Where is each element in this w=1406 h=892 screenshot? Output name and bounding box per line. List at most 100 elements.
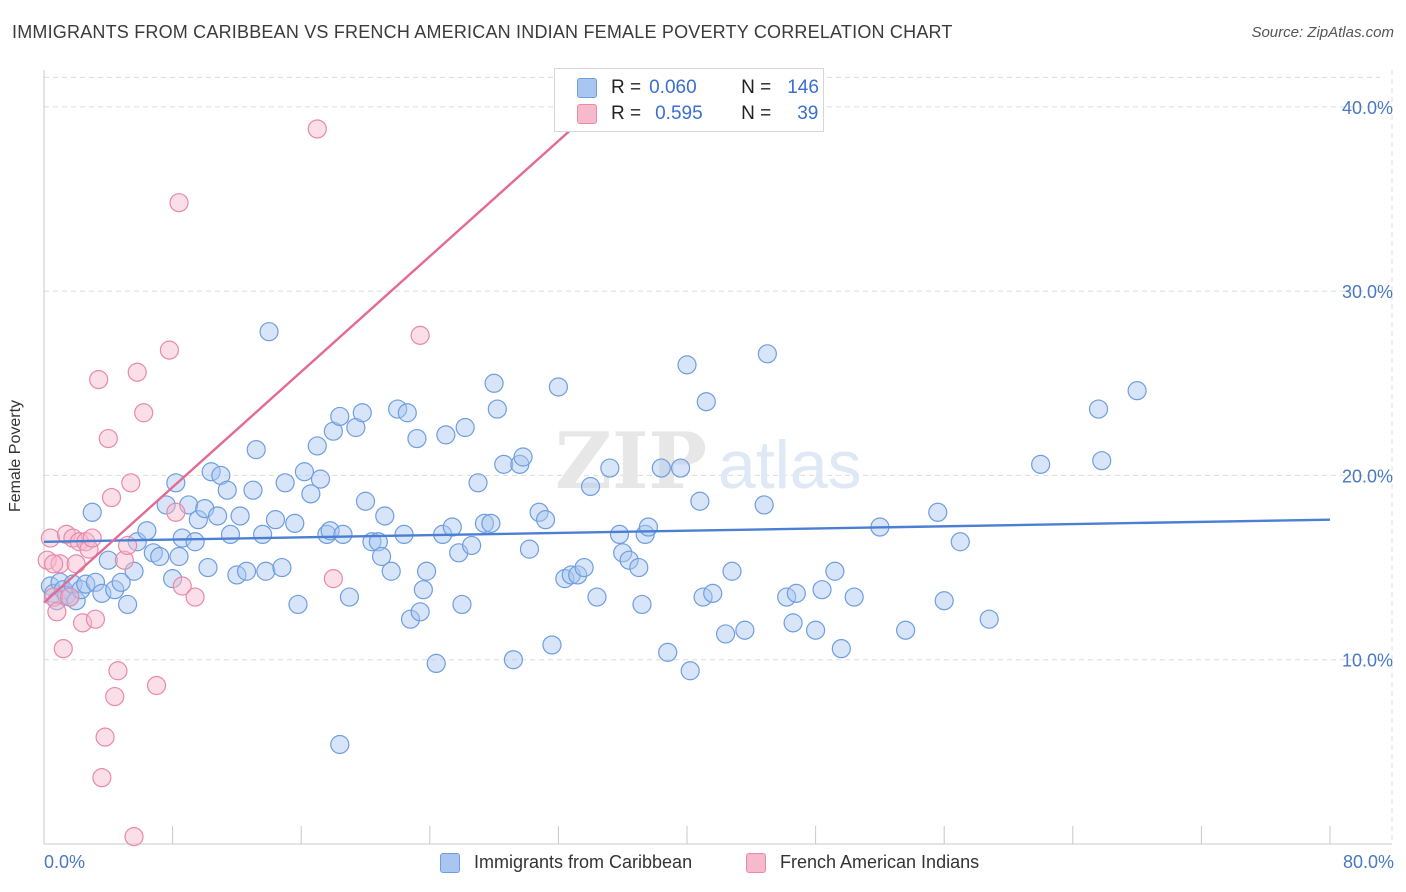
- caribbean-point: [805, 620, 826, 640]
- french-american-indian-point: [159, 340, 179, 360]
- caribbean-point: [124, 561, 144, 581]
- caribbean-point: [580, 476, 601, 497]
- caribbean-point: [76, 574, 96, 594]
- caribbean-point: [715, 624, 736, 644]
- caribbean-point: [272, 557, 292, 578]
- french-american-indian-point: [124, 827, 144, 847]
- legend-row-french-american-indian: R = 0.595 N = 39: [577, 101, 818, 127]
- caribbean-point: [754, 495, 774, 515]
- caribbean-point: [484, 373, 504, 393]
- caribbean-point: [812, 580, 832, 600]
- caribbean-point: [568, 565, 588, 585]
- french-american-indian-point: [66, 554, 86, 574]
- watermark: ZIP atlas: [555, 416, 862, 507]
- caribbean-point: [375, 506, 395, 526]
- caribbean-point: [150, 546, 170, 567]
- legend-n-label: N =: [741, 77, 772, 98]
- caribbean-point: [407, 428, 427, 449]
- french-american-indian-point: [172, 576, 192, 596]
- series-legend: Immigrants from Caribbean French America…: [0, 852, 1406, 878]
- caribbean-point: [690, 491, 710, 511]
- caribbean-point: [320, 521, 340, 541]
- caribbean-point: [629, 557, 649, 578]
- french-american-indian-point: [105, 686, 125, 707]
- caribbean-point: [896, 620, 916, 640]
- french-american-indian-point: [89, 370, 109, 390]
- french-american-indian-point: [63, 528, 83, 548]
- caribbean-point: [310, 469, 331, 489]
- legend-row-caribbean: R = 0.060 N = 146: [577, 75, 819, 101]
- legend-n-label: N =: [741, 103, 772, 124]
- french-american-indian-point: [166, 502, 186, 522]
- caribbean-point: [474, 513, 495, 533]
- french-american-indian-point: [146, 675, 167, 696]
- french-american-indian-point: [95, 727, 115, 747]
- legend-swatch-blue: [577, 78, 597, 98]
- caribbean-point: [503, 650, 523, 670]
- trendlines: [43, 96, 1331, 604]
- french-american-indian-point: [101, 487, 122, 508]
- caribbean-point: [1092, 451, 1112, 471]
- caribbean-point: [535, 510, 556, 530]
- caribbean-point: [1127, 381, 1147, 401]
- x-tick-min: 0.0%: [44, 852, 86, 872]
- legend-r-value: 0.060: [649, 77, 697, 98]
- caribbean-point: [143, 543, 163, 563]
- legend-swatch-pink: [577, 104, 597, 124]
- caribbean-point: [163, 569, 183, 589]
- caribbean-point: [416, 561, 437, 581]
- caribbean-point: [950, 532, 970, 552]
- caribbean-point: [285, 513, 305, 533]
- caribbean-point: [355, 491, 376, 511]
- caribbean-point: [301, 484, 321, 504]
- french-american-indian-point: [82, 528, 102, 548]
- series-legend-french-american-indian: French American Indians: [746, 852, 979, 873]
- caribbean-point: [317, 524, 337, 545]
- french-american-indian-trendline: [43, 96, 608, 604]
- axes: [43, 70, 1392, 845]
- caribbean-point: [185, 532, 205, 552]
- french-american-indian-point: [127, 362, 147, 382]
- series-swatch-pink: [746, 852, 766, 873]
- x-tick-max: 80.0%: [1342, 852, 1394, 872]
- caribbean-point: [208, 506, 228, 526]
- caribbean-point: [574, 557, 594, 578]
- caribbean-point: [587, 587, 607, 607]
- y-tick-label: 20.0%: [1342, 466, 1393, 486]
- correlation-legend: R = 0.060 N = 146 R = 0.595 N = 39: [554, 68, 824, 132]
- series-legend-caribbean: Immigrants from Caribbean: [440, 852, 692, 873]
- caribbean-point: [513, 447, 533, 467]
- caribbean-point: [735, 620, 755, 640]
- caribbean-point: [137, 521, 157, 541]
- caribbean-point: [169, 546, 189, 567]
- legend-n-value: 146: [787, 77, 819, 98]
- caribbean-point: [651, 458, 671, 478]
- caribbean-point: [339, 587, 360, 607]
- caribbean-point: [397, 403, 417, 423]
- caribbean-point: [825, 561, 845, 581]
- series-french-american-indian-points: [37, 119, 430, 847]
- caribbean-point: [548, 377, 569, 397]
- caribbean-point: [227, 565, 247, 585]
- caribbean-point: [455, 417, 475, 438]
- series-label-caribbean: Immigrants from Caribbean: [474, 852, 693, 872]
- caribbean-point: [452, 594, 472, 615]
- french-american-indian-point: [114, 550, 134, 570]
- caribbean-point: [722, 561, 742, 581]
- french-american-indian-point: [108, 661, 128, 681]
- caribbean-point: [442, 517, 462, 537]
- y-tick-label: 30.0%: [1342, 282, 1393, 302]
- y-axis-label: Female Poverty: [7, 399, 24, 513]
- caribbean-point: [352, 403, 372, 423]
- caribbean-point: [703, 583, 723, 603]
- french-american-indian-point: [185, 587, 205, 607]
- caribbean-point: [117, 594, 138, 615]
- caribbean-point: [461, 535, 482, 556]
- watermark-zip: ZIP: [555, 416, 707, 507]
- watermark-atlas: atlas: [718, 427, 862, 503]
- french-american-indian-point: [169, 193, 189, 213]
- caribbean-point: [253, 524, 273, 545]
- series-label-french-american-indian: French American Indians: [780, 852, 980, 872]
- caribbean-point: [246, 440, 266, 460]
- caribbean-point: [307, 436, 327, 456]
